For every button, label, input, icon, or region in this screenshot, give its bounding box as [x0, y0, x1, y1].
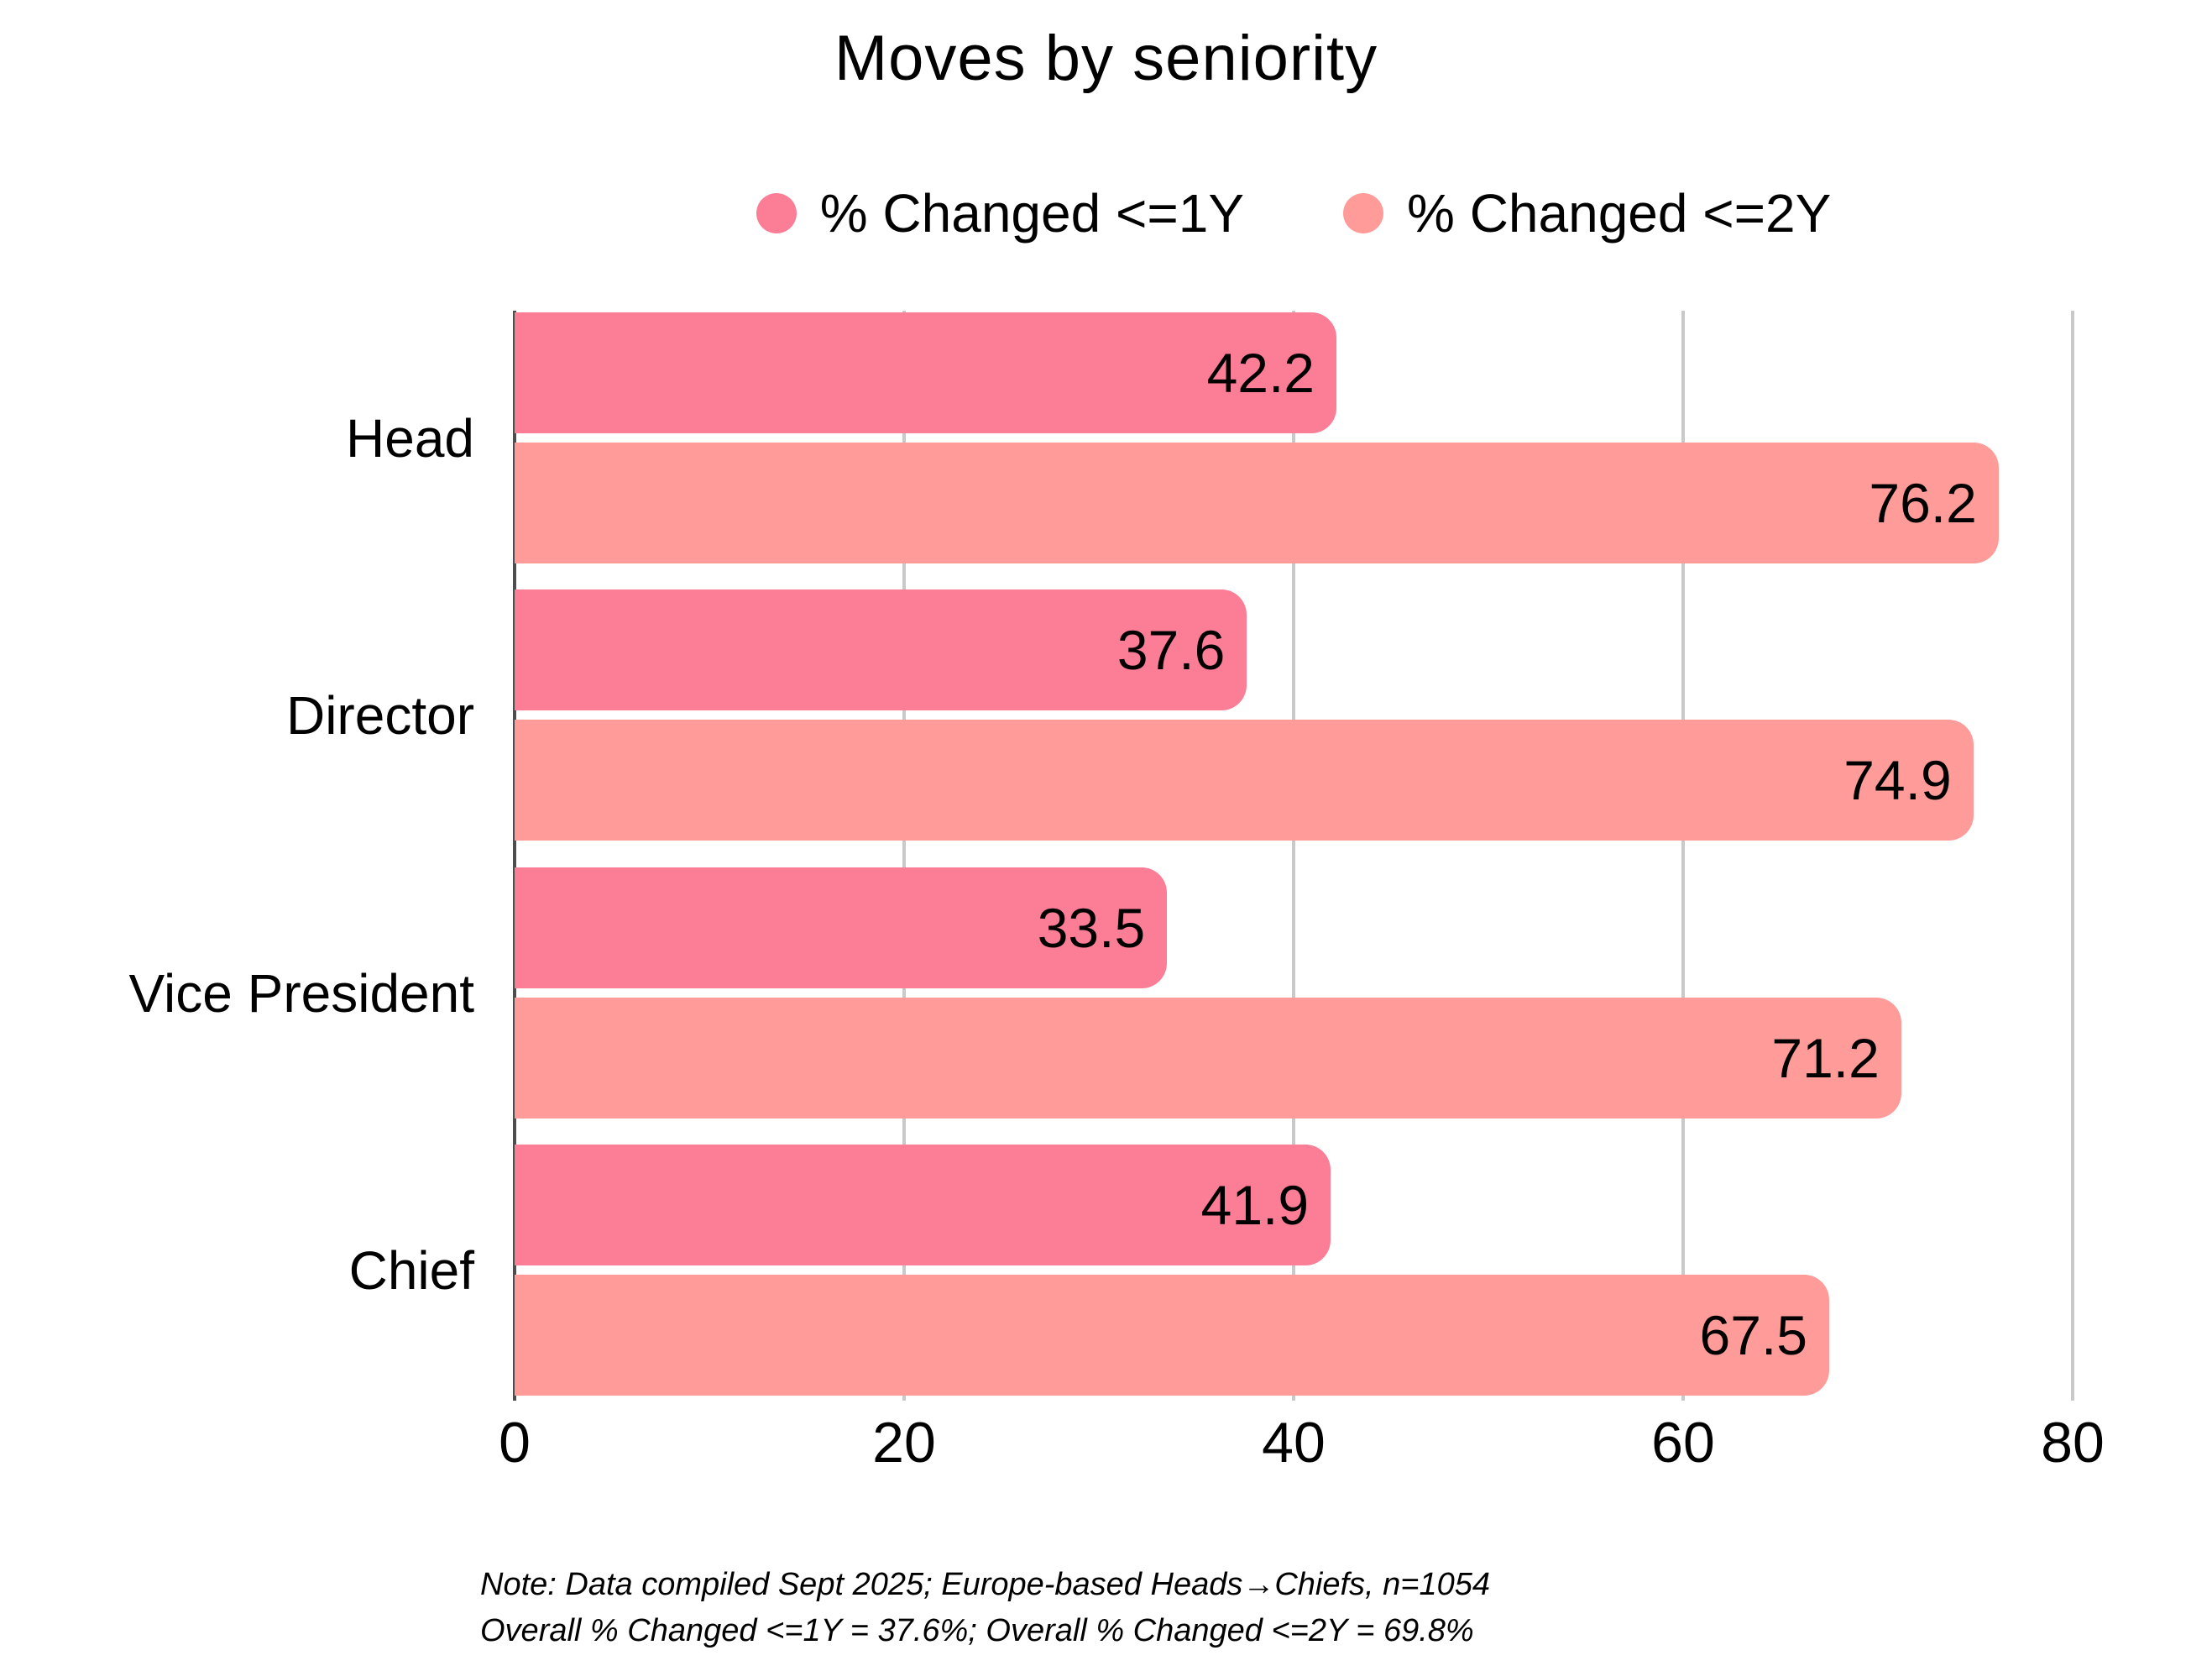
gridline — [1681, 311, 1685, 1401]
category-label: Head — [346, 407, 474, 469]
legend-swatch-2y-icon — [1343, 193, 1383, 233]
x-tick-label: 20 — [872, 1411, 936, 1475]
legend-item-changed-2y: % Changed <=2Y — [1343, 182, 1831, 244]
footnote: Note: Data compiled Sept 2025; Europe-ba… — [480, 1562, 1490, 1654]
plot-area: 42.2 76.2 37.6 74.9 33.5 71.2 41.9 67.5 — [513, 311, 2074, 1401]
bar-value-label: 74.9 — [1843, 749, 1952, 811]
bar-group-vice-president: 33.5 71.2 — [515, 867, 2073, 1119]
bar-changed-2y: 74.9 — [515, 720, 1974, 841]
bar-changed-2y: 71.2 — [515, 998, 1901, 1119]
category-label: Director — [285, 684, 474, 746]
x-tick-label: 60 — [1651, 1411, 1715, 1475]
bar-group-chief: 41.9 67.5 — [515, 1145, 2073, 1396]
bar-changed-1y: 41.9 — [515, 1145, 1331, 1265]
x-tick-label: 40 — [1262, 1411, 1326, 1475]
x-tick-label: 0 — [499, 1411, 531, 1475]
bar-group-director: 37.6 74.9 — [515, 589, 2073, 841]
gridline — [1292, 311, 1295, 1401]
legend-label-changed-2y: % Changed <=2Y — [1407, 183, 1832, 244]
legend-item-changed-1y: % Changed <=1Y — [756, 182, 1244, 244]
x-tick-label: 80 — [2041, 1411, 2105, 1475]
bar-value-label: 76.2 — [1869, 472, 1977, 534]
bar-group-head: 42.2 76.2 — [515, 312, 2073, 563]
y-axis-line — [513, 311, 516, 1401]
bar-changed-1y: 37.6 — [515, 589, 1247, 710]
chart-title: Moves by seniority — [834, 23, 1378, 94]
category-label: Vice President — [128, 962, 475, 1024]
bar-value-label: 41.9 — [1200, 1174, 1310, 1236]
footnote-line-2: Overall % Changed <=1Y = 37.6%; Overall … — [480, 1613, 1474, 1648]
legend: % Changed <=1Y % Changed <=2Y — [515, 175, 2073, 252]
bar-value-label: 67.5 — [1699, 1304, 1807, 1366]
bar-changed-2y: 67.5 — [515, 1275, 1829, 1396]
legend-label-changed-1y: % Changed <=1Y — [819, 183, 1244, 244]
gridline — [2071, 311, 2074, 1401]
category-label: Chief — [348, 1239, 474, 1301]
bar-changed-2y: 76.2 — [515, 443, 1999, 563]
bar-value-label: 71.2 — [1771, 1027, 1880, 1089]
x-axis: 0 20 40 60 80 — [499, 1411, 2105, 1490]
bar-value-label: 33.5 — [1037, 897, 1146, 959]
legend-swatch-1y-icon — [756, 193, 797, 233]
bar-changed-1y: 33.5 — [515, 867, 1168, 988]
footnote-line-1: Note: Data compiled Sept 2025; Europe-ba… — [480, 1567, 1491, 1602]
bar-value-label: 42.2 — [1206, 342, 1315, 404]
category-axis: Head Director Vice President Chief — [0, 311, 515, 1402]
bar-value-label: 37.6 — [1116, 619, 1226, 681]
gridline — [902, 311, 906, 1401]
bar-changed-1y: 42.2 — [515, 312, 1337, 433]
